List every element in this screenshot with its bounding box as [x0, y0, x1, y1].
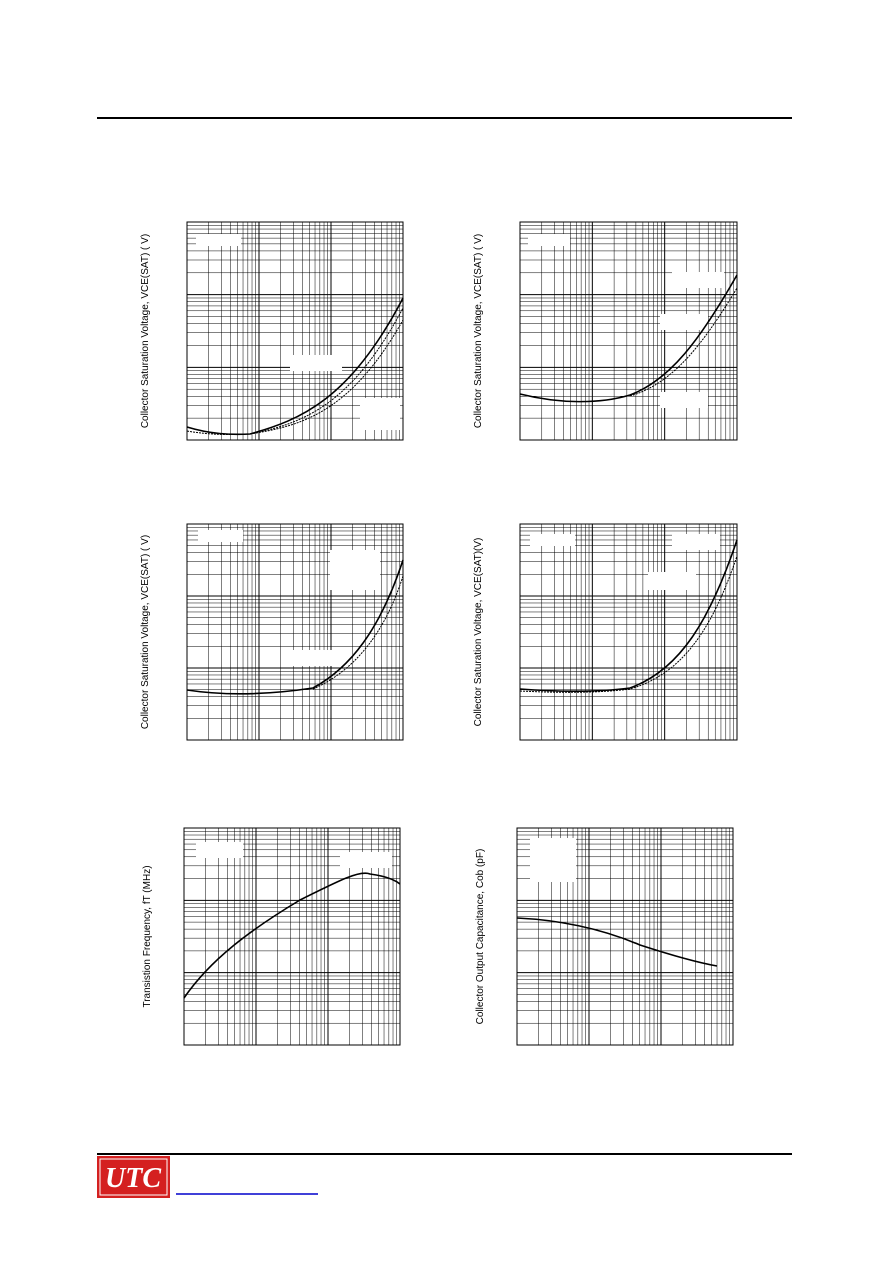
legend-box: [672, 534, 720, 550]
logo-frame: [99, 1158, 168, 1196]
legend-box: [660, 314, 708, 330]
legend-box: [648, 572, 696, 590]
curve: [519, 555, 738, 693]
curve: [519, 539, 738, 692]
legend-box: [528, 234, 570, 246]
charts: Collector Saturation Voltage, VCE(SAT) (…: [140, 221, 738, 1046]
curve: [519, 274, 738, 403]
y-axis-label: Transistion Frequency, fT (MHz): [142, 865, 153, 1007]
legend-box: [660, 392, 708, 408]
y-axis-label: Collector Output Capacitance, Cob (pF): [475, 849, 486, 1025]
legend-box: [196, 234, 241, 246]
logo-box: [97, 1156, 170, 1198]
curve: [516, 917, 718, 967]
y-axis-label: Collector Saturation Voltage, VCE(SAT) (…: [140, 535, 151, 729]
curve: [186, 307, 404, 436]
y-axis-label: Collector Saturation Voltage, VCE(SAT) (…: [473, 234, 484, 428]
curve: [186, 559, 404, 695]
legend-box: [283, 650, 335, 666]
y-axis-label: Collector Saturation Voltage, VCE(SAT)(V…: [473, 538, 484, 727]
legend-box: [530, 838, 576, 882]
legend-box: [360, 398, 400, 430]
legend-box: [290, 355, 342, 371]
curve: [629, 287, 738, 397]
legend-box: [672, 272, 724, 288]
curves: [183, 274, 738, 999]
curve: [183, 872, 401, 999]
y-axis-label: Collector Saturation Voltage, VCE(SAT) (…: [140, 234, 151, 428]
curve: [312, 575, 404, 690]
curve: [249, 319, 404, 435]
logo: UTC: [105, 1163, 161, 1194]
legend-box: [198, 530, 243, 542]
legend-box: [330, 550, 380, 590]
plot-frame: [519, 523, 738, 741]
legend-box: [196, 842, 243, 858]
legend-box: [340, 852, 392, 868]
legend-box: [530, 534, 575, 546]
curve: [186, 297, 404, 436]
